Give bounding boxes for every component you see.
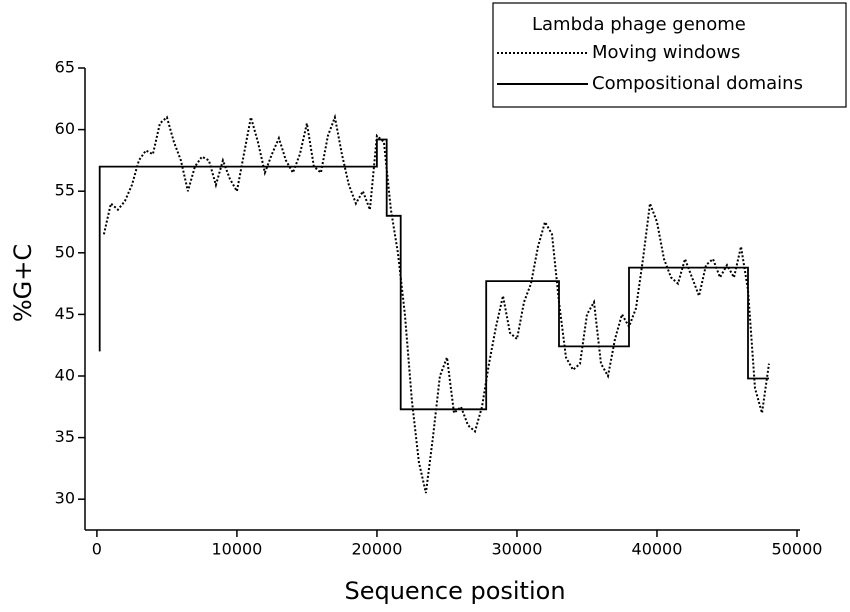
- x-tick-label: 10000: [211, 540, 262, 559]
- y-tick-label: 40: [55, 366, 75, 385]
- legend-box: [492, 2, 847, 108]
- x-tick-label: 40000: [632, 540, 683, 559]
- legend-label: Compositional domains: [592, 73, 803, 94]
- x-axis-label: Sequence position: [344, 577, 565, 605]
- x-tick-label: 50000: [772, 540, 823, 559]
- legend-title: Lambda phage genome: [532, 14, 746, 35]
- legend-label: Moving windows: [592, 42, 740, 63]
- y-tick-label: 60: [55, 119, 75, 138]
- series-line: [98, 138, 769, 411]
- y-tick-label: 35: [55, 427, 75, 446]
- y-tick-label: 65: [55, 58, 75, 77]
- y-tick-label: 50: [55, 242, 75, 261]
- x-tick-label: 0: [92, 540, 102, 559]
- y-axis-label: %G+C: [9, 244, 37, 322]
- series-line: [102, 113, 770, 494]
- x-tick-label: 20000: [351, 540, 402, 559]
- y-tick-label: 30: [55, 489, 75, 508]
- y-tick-label: 55: [55, 181, 75, 200]
- y-tick-label: 45: [55, 304, 75, 323]
- x-tick-label: 30000: [492, 540, 543, 559]
